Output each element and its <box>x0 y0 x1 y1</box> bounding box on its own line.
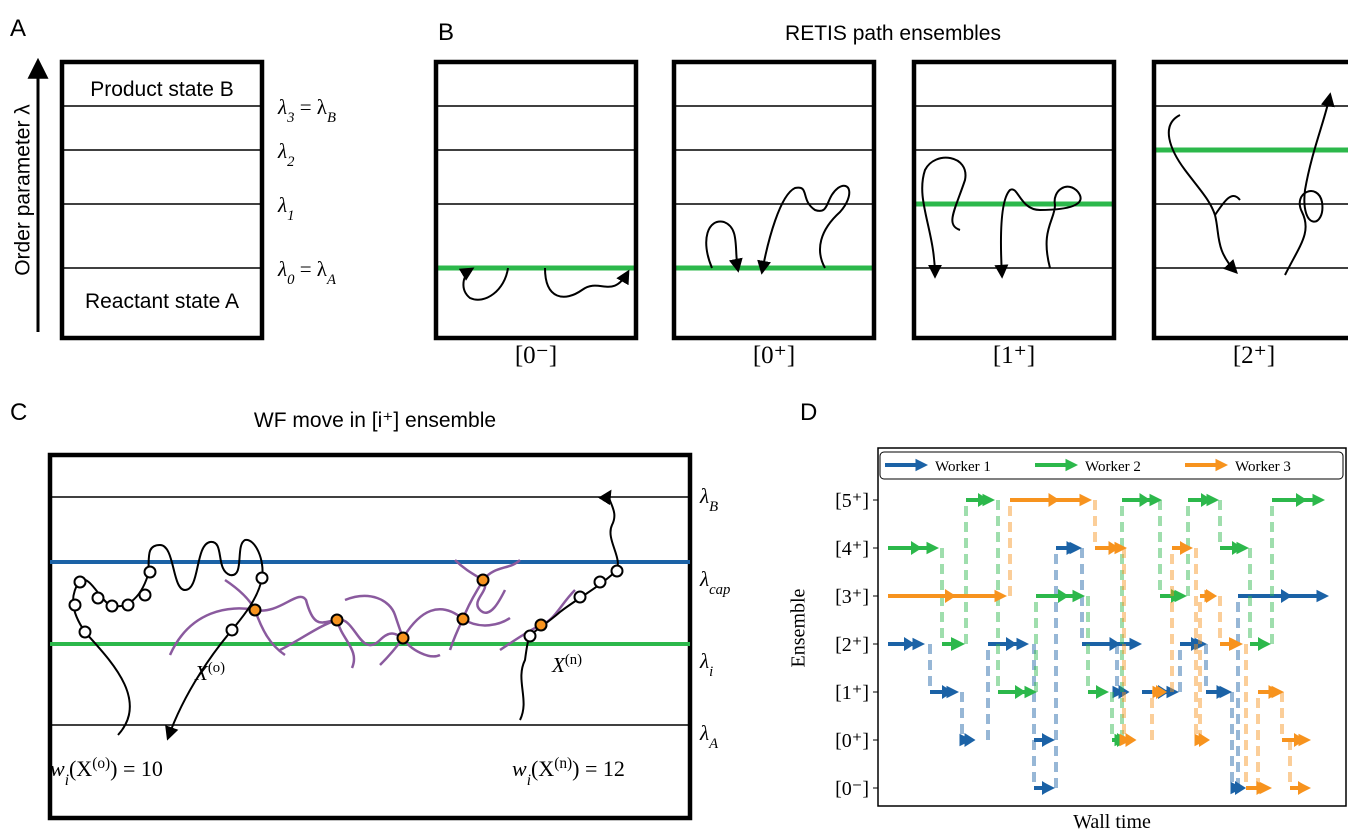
interface-label: λ0 = λA <box>277 257 337 288</box>
interface-label: λ2 <box>277 139 295 170</box>
worker-arrow <box>1156 685 1167 699</box>
state-box <box>59 59 265 341</box>
axis-label: Order parameter λ <box>12 104 35 276</box>
worker-arrow <box>951 637 962 651</box>
worker-arrow <box>945 589 956 603</box>
panel-title: WF move in [i⁺] ensemble <box>254 409 496 432</box>
worker-arrow <box>1199 733 1210 747</box>
worker-arrow <box>1281 589 1292 603</box>
worker-arrow <box>1258 637 1269 651</box>
worker-arrow <box>1118 685 1130 699</box>
path-frames <box>68 564 624 643</box>
worker-arrow <box>1180 541 1191 555</box>
path-label: X(o) <box>194 660 225 685</box>
y-tick-label: [0⁻] <box>835 778 869 800</box>
crossing-points <box>248 573 548 645</box>
worker-arrow <box>1015 685 1026 699</box>
worker-arrow <box>1296 493 1307 507</box>
legend-label: Worker 1 <box>935 459 991 475</box>
y-tick-label: [0⁺] <box>835 730 869 752</box>
worker-arrow <box>1201 493 1212 507</box>
worker-arrow <box>942 685 953 699</box>
worker-arrow <box>1058 589 1069 603</box>
state-label: Reactant state A <box>85 290 239 313</box>
interface-label: λA <box>699 721 719 752</box>
new-path <box>519 489 619 721</box>
worker-arrow <box>1294 733 1305 747</box>
legend-label: Worker 3 <box>1235 459 1291 475</box>
worker-arrow <box>1216 685 1228 699</box>
worker-arrow <box>1066 541 1078 555</box>
worker-arrow <box>1268 685 1280 699</box>
worker-arrow <box>1232 541 1243 555</box>
y-axis-label: Ensemble <box>788 588 810 667</box>
worker-arrow <box>978 493 989 507</box>
panel-label: C <box>10 399 27 426</box>
worker-arrow <box>1042 733 1053 747</box>
worker-arrow <box>1171 589 1182 603</box>
trial-paths <box>168 559 576 669</box>
worker-arrow <box>1235 781 1246 795</box>
worker-arrow <box>1229 637 1240 651</box>
worker-arrow <box>1139 493 1151 507</box>
plot-frame <box>877 447 1347 807</box>
worker-arrow <box>1006 637 1017 651</box>
panel-label: A <box>10 15 26 42</box>
y-tick-label: [3⁺] <box>835 586 869 608</box>
worker-arrow <box>964 733 976 747</box>
ensemble-label: [0⁺] <box>753 342 795 369</box>
x-axis-label: Wall time <box>1073 811 1151 832</box>
path-label: X(n) <box>551 652 582 677</box>
ensemble-box <box>671 59 877 341</box>
worker-arrow <box>1109 637 1121 651</box>
state-label: Product state B <box>90 78 234 101</box>
worker-arrow <box>1096 685 1107 699</box>
worker-arrow <box>904 637 915 651</box>
interface-label: λB <box>699 484 718 515</box>
ensemble-label: [1⁺] <box>993 342 1035 369</box>
interface-label: λ1 <box>277 193 294 224</box>
worker-arrow <box>1108 541 1120 555</box>
ensemble-box <box>911 59 1117 341</box>
weight-label: wi(X(o)) = 10 <box>50 755 163 789</box>
worker-arrow <box>911 541 922 555</box>
y-tick-label: [5⁺] <box>835 490 869 512</box>
worker-arrow <box>1048 493 1060 507</box>
interfaces <box>50 496 690 726</box>
worker-arrow <box>1125 733 1137 747</box>
y-tick-label: [4⁺] <box>835 538 869 560</box>
legend-label: Worker 2 <box>1085 459 1141 475</box>
worker-arrow <box>1298 781 1309 795</box>
paths <box>458 92 1335 301</box>
panel-label: D <box>800 399 817 426</box>
ensemble-label: [2⁺] <box>1233 342 1275 369</box>
panel-label: B <box>438 19 454 46</box>
panel-title: RETIS path ensembles <box>785 22 1001 45</box>
worker-arrow <box>1206 589 1217 603</box>
old-path <box>72 538 264 741</box>
worker-arrow <box>1256 781 1268 795</box>
interfaces <box>62 105 262 269</box>
worker-arrow <box>1042 781 1053 795</box>
ensemble-label: [0⁻] <box>515 342 557 369</box>
y-tick-label: [2⁺] <box>835 634 869 656</box>
interface-label: λcap <box>699 567 730 598</box>
ensemble-box <box>47 452 693 821</box>
ensemble-box <box>1151 59 1348 341</box>
worker-arrow <box>1191 637 1202 651</box>
interface-label: λ3 = λB <box>277 95 336 126</box>
interface-label: λi <box>699 649 713 680</box>
ensemble-box <box>433 59 639 341</box>
weight-label: wi(X(n)) = 12 <box>512 755 625 789</box>
y-tick-label: [1⁺] <box>835 682 869 704</box>
